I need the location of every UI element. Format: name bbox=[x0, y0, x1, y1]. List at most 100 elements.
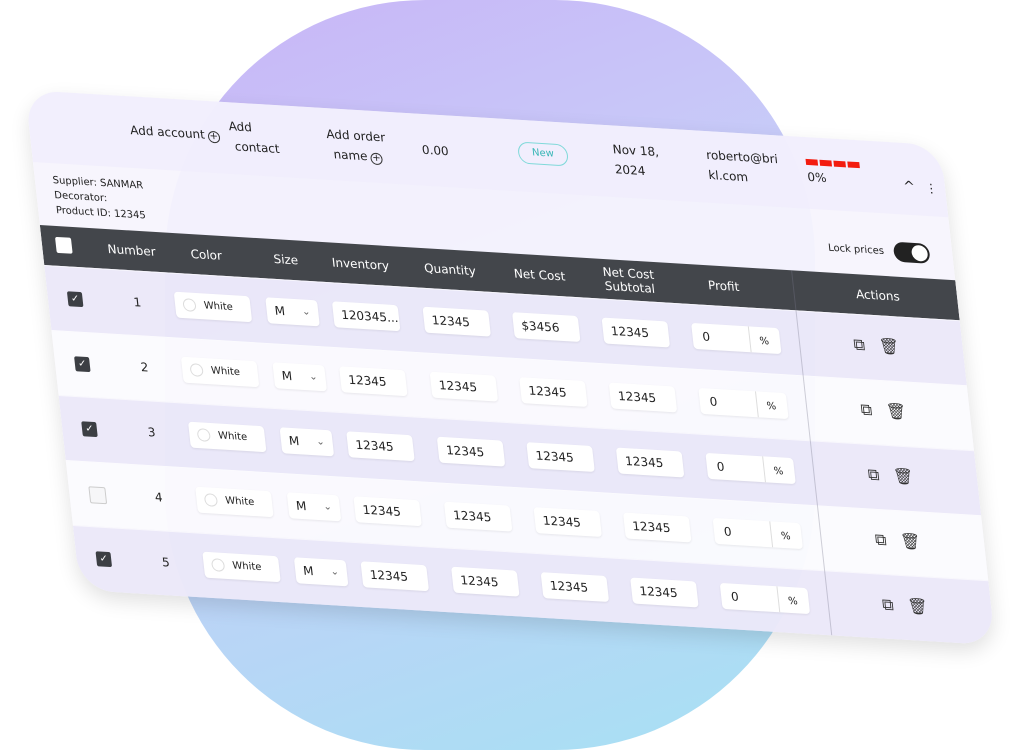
color-value: White bbox=[231, 560, 263, 574]
add-account-label: Add account bbox=[129, 123, 206, 142]
subtotal-input[interactable]: 12345 bbox=[601, 317, 671, 348]
subtotal-input[interactable]: 12345 bbox=[608, 382, 678, 413]
col-net-cost-subtotal: Net Cost Subtotal bbox=[593, 264, 666, 296]
color-swatch-icon bbox=[196, 427, 211, 442]
inventory-input[interactable]: 12345 bbox=[353, 496, 422, 527]
color-value: White bbox=[210, 365, 241, 379]
product-info: Supplier: SANMAR Decorator: Product ID: … bbox=[52, 173, 147, 223]
net-cost-input[interactable]: $3456 bbox=[512, 312, 581, 343]
row-checkbox[interactable]: ✓ bbox=[81, 421, 98, 438]
trash-icon[interactable]: 🗑 bbox=[877, 336, 901, 357]
trash-icon[interactable]: 🗑 bbox=[899, 531, 922, 552]
profit-value: 0 bbox=[691, 322, 752, 353]
row-actions: ⧉ 🗑 bbox=[867, 465, 915, 488]
row-checkbox[interactable]: ✓ bbox=[74, 356, 91, 373]
trash-icon[interactable]: 🗑 bbox=[892, 466, 915, 487]
col-number: Number bbox=[106, 241, 157, 259]
color-select[interactable]: White bbox=[180, 356, 260, 388]
color-select[interactable]: White bbox=[195, 486, 274, 518]
inventory-input[interactable]: 12345 bbox=[339, 366, 408, 397]
col-net-cost: Net Cost bbox=[513, 266, 566, 284]
copy-icon[interactable]: ⧉ bbox=[881, 594, 895, 615]
size-value: M bbox=[281, 368, 293, 384]
chevron-down-icon: ⌄ bbox=[301, 306, 311, 318]
date-line-2: 2024 bbox=[614, 162, 647, 179]
subtotal-input[interactable]: 12345 bbox=[615, 447, 685, 478]
lock-prices-label: Lock prices bbox=[827, 242, 885, 257]
add-order-name-button[interactable]: Add order name + bbox=[325, 124, 388, 168]
chevron-up-icon[interactable]: ^ bbox=[902, 178, 917, 196]
quantity-input[interactable]: 12345 bbox=[443, 501, 513, 532]
copy-icon[interactable]: ⧉ bbox=[873, 529, 888, 550]
trash-icon[interactable]: 🗑 bbox=[906, 596, 929, 617]
order-card: Add account + Add contact Add order name + 0… bbox=[25, 90, 996, 646]
percent-unit: % bbox=[773, 465, 784, 478]
net-cost-input[interactable]: 12345 bbox=[526, 442, 595, 473]
color-select[interactable]: White bbox=[202, 551, 281, 583]
profit-input[interactable]: 0% bbox=[705, 452, 796, 485]
contact-email: roberto@bri kl.com bbox=[705, 145, 781, 189]
col-profit: Profit bbox=[707, 278, 740, 295]
size-value: M bbox=[288, 433, 301, 449]
size-select[interactable]: M ⌄ bbox=[293, 557, 349, 587]
size-select[interactable]: M ⌄ bbox=[279, 427, 335, 457]
row-actions: ⧉ 🗑 bbox=[853, 335, 901, 358]
inventory-input[interactable]: 12345 bbox=[360, 561, 430, 592]
copy-icon[interactable]: ⧉ bbox=[852, 334, 866, 355]
status-badge: New bbox=[516, 141, 570, 167]
size-value: M bbox=[295, 498, 308, 514]
row-checkbox[interactable]: ✓ bbox=[66, 291, 84, 308]
row-number: 3 bbox=[147, 425, 157, 440]
progress-text: 0% bbox=[806, 169, 828, 186]
row-checkbox[interactable] bbox=[88, 486, 108, 505]
copy-icon[interactable]: ⧉ bbox=[859, 399, 874, 420]
row-number: 1 bbox=[132, 295, 142, 310]
add-contact-button[interactable]: Add contact bbox=[228, 116, 281, 159]
lock-prices-toggle[interactable] bbox=[892, 241, 931, 264]
chevron-down-icon: ⌄ bbox=[308, 371, 319, 383]
inventory-input[interactable]: 120345... bbox=[331, 301, 401, 332]
size-value: M bbox=[273, 303, 286, 319]
net-cost-input[interactable]: 12345 bbox=[519, 377, 588, 408]
select-all-checkbox[interactable] bbox=[54, 236, 73, 254]
color-swatch-icon bbox=[210, 557, 226, 572]
color-swatch-icon bbox=[182, 297, 197, 312]
profit-input[interactable]: 0% bbox=[691, 322, 782, 355]
color-select[interactable]: White bbox=[188, 421, 267, 453]
percent-unit: % bbox=[766, 400, 777, 413]
col-inventory: Inventory bbox=[331, 255, 390, 273]
profit-value: 0 bbox=[698, 387, 759, 418]
net-cost-input[interactable]: 12345 bbox=[540, 572, 610, 603]
add-account-button[interactable]: Add account + bbox=[129, 120, 221, 145]
profit-input[interactable]: 0% bbox=[712, 517, 803, 550]
size-select[interactable]: M ⌄ bbox=[265, 297, 320, 327]
row-actions: ⧉ 🗑 bbox=[874, 530, 922, 553]
color-value: White bbox=[203, 300, 234, 314]
color-swatch-icon bbox=[203, 492, 219, 507]
quantity-input[interactable]: 12345 bbox=[422, 306, 491, 337]
trash-icon[interactable]: 🗑 bbox=[884, 401, 908, 422]
color-value: White bbox=[224, 495, 255, 509]
profit-input[interactable]: 0% bbox=[698, 387, 789, 420]
size-select[interactable]: M ⌄ bbox=[272, 362, 327, 392]
col-color: Color bbox=[189, 246, 223, 263]
subtotal-input[interactable]: 12345 bbox=[630, 577, 699, 608]
col-actions: Actions bbox=[855, 287, 901, 304]
inventory-input[interactable]: 12345 bbox=[346, 431, 415, 462]
size-select[interactable]: M ⌄ bbox=[286, 492, 342, 522]
quantity-input[interactable]: 12345 bbox=[451, 566, 520, 597]
profit-input[interactable]: 0% bbox=[719, 582, 811, 615]
quantity-input[interactable]: 12345 bbox=[436, 436, 506, 467]
profit-value: 0 bbox=[712, 517, 774, 548]
row-number: 4 bbox=[154, 490, 164, 505]
row-checkbox[interactable]: ✓ bbox=[95, 551, 113, 568]
subtotal-input[interactable]: 12345 bbox=[623, 512, 692, 543]
row-actions: ⧉ 🗑 bbox=[881, 595, 929, 618]
copy-icon[interactable]: ⧉ bbox=[866, 464, 881, 485]
more-vertical-icon[interactable]: ⋮ bbox=[924, 181, 939, 196]
percent-unit: % bbox=[758, 335, 770, 348]
color-select[interactable]: White bbox=[173, 291, 253, 323]
net-cost-input[interactable]: 12345 bbox=[533, 507, 602, 538]
color-swatch-icon bbox=[189, 362, 204, 377]
quantity-input[interactable]: 12345 bbox=[429, 371, 499, 402]
